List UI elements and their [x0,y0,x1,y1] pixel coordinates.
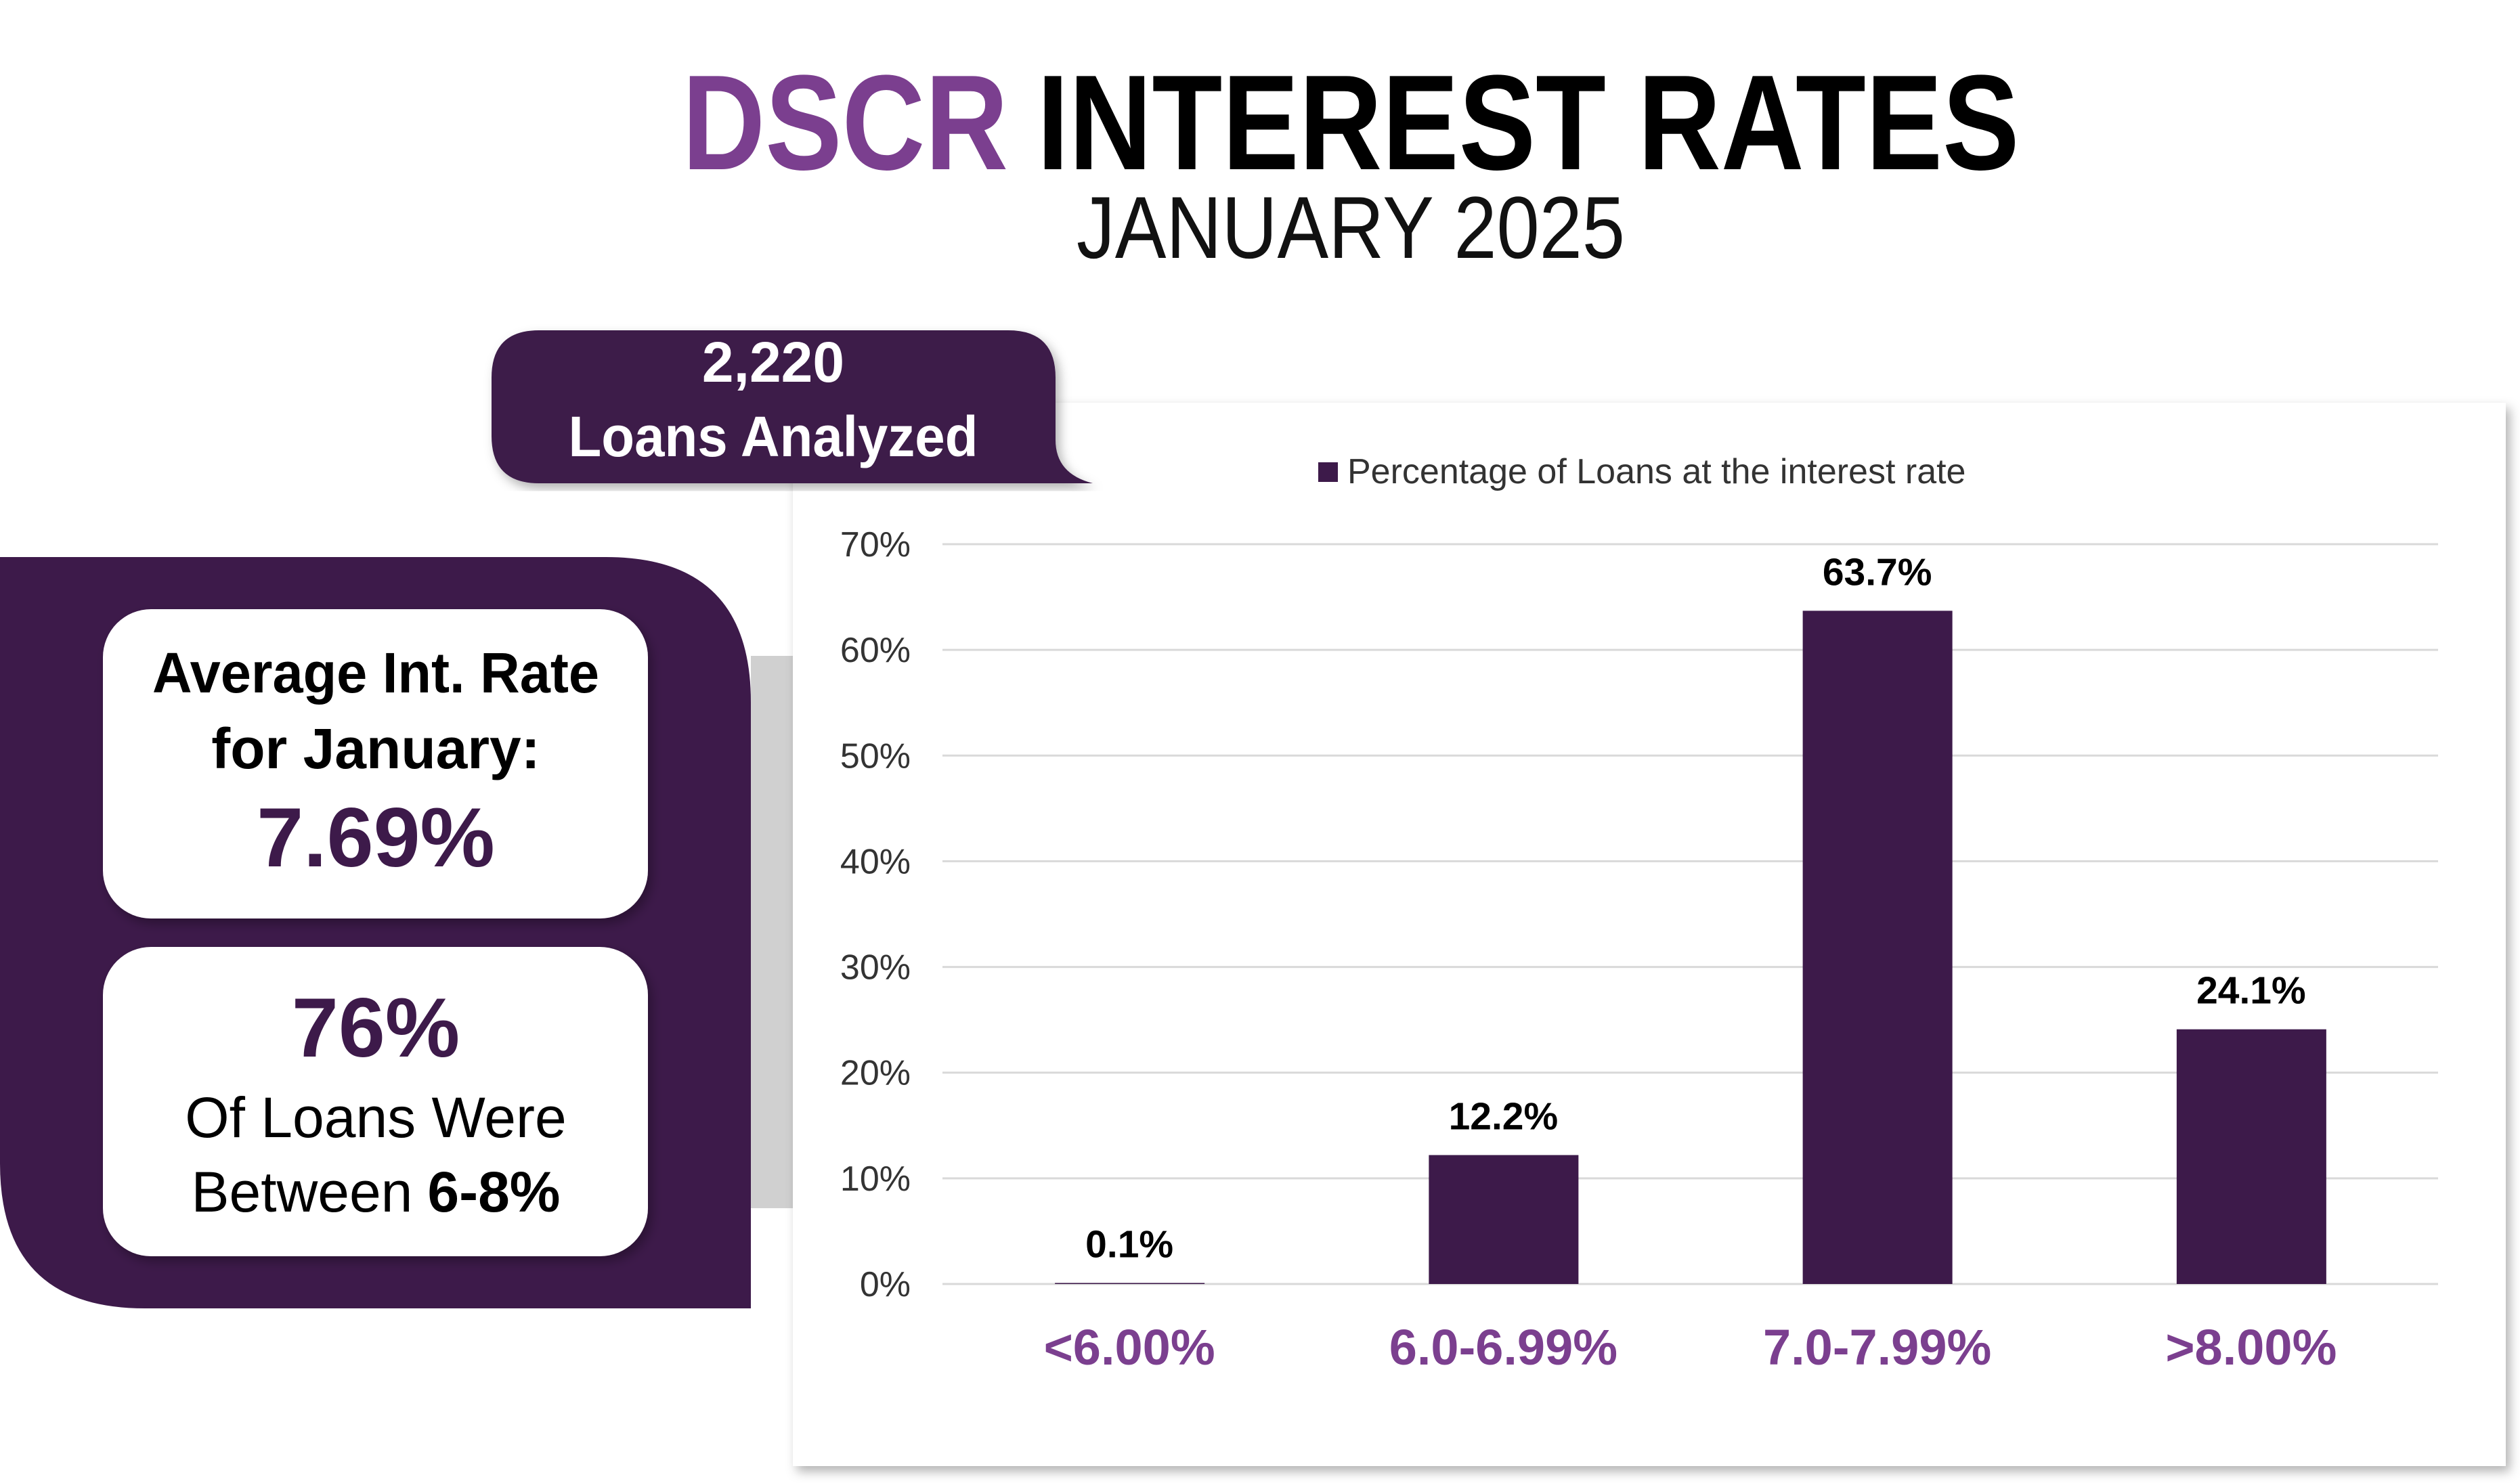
bar-chart: 0% 10% 20% 30% 40% 50% 60% 70% Percentage of Loa… [840,452,2438,1375]
data-label: 24.1% [2196,969,2306,1013]
y-tick-label: 20% [840,1054,911,1093]
subtitle: JANUARY 2025 [1077,178,1625,277]
data-label: 0.1% [1085,1222,1173,1266]
data-label: 12.2% [1449,1095,1559,1138]
data-label: 63.7% [1823,550,1932,594]
x-tick-label: 7.0-7.99% [1763,1319,1991,1375]
badge-label: Loans Analyzed [569,405,978,468]
share-label: Between [191,1160,412,1224]
x-tick-label: >8.00% [2165,1319,2337,1375]
chart-panel [793,403,2506,1466]
bar [2176,1029,2326,1284]
y-tick-label: 10% [840,1159,911,1199]
title: DSCRINTEREST RATES [682,47,2020,198]
average-label: for January: [211,717,540,780]
panel-connector [751,656,798,1208]
bar [1429,1155,1579,1284]
summary-card [103,947,648,1256]
share-range: 6-8% [427,1160,560,1224]
legend-swatch [1318,462,1338,482]
badge [492,330,1093,483]
title-accent: DSCR [682,47,1009,198]
y-tick-label: 70% [840,525,911,565]
bar [1802,611,1953,1284]
x-tick-label: <6.00% [1044,1319,1215,1375]
share-label: Between 6-8% [191,1160,560,1224]
x-tick-label: 6.0-6.99% [1389,1319,1617,1375]
y-tick-label: 60% [840,631,911,670]
badge-count: 2,220 [702,330,844,394]
y-tick-label: 0% [860,1265,911,1304]
bar [1055,1283,1205,1284]
share-label: Of Loans Were [185,1086,566,1149]
y-tick-label: 50% [840,736,911,776]
legend-label: Percentage of Loans at the interest rate [1347,452,1965,491]
average-value: 7.69% [257,791,495,885]
average-label: Average Int. Rate [152,641,599,705]
summary-card [103,609,648,918]
y-tick-label: 40% [840,842,911,881]
share-value: 76% [292,981,460,1075]
y-tick-label: 30% [840,948,911,988]
title-main: INTEREST RATES [1037,47,2020,198]
